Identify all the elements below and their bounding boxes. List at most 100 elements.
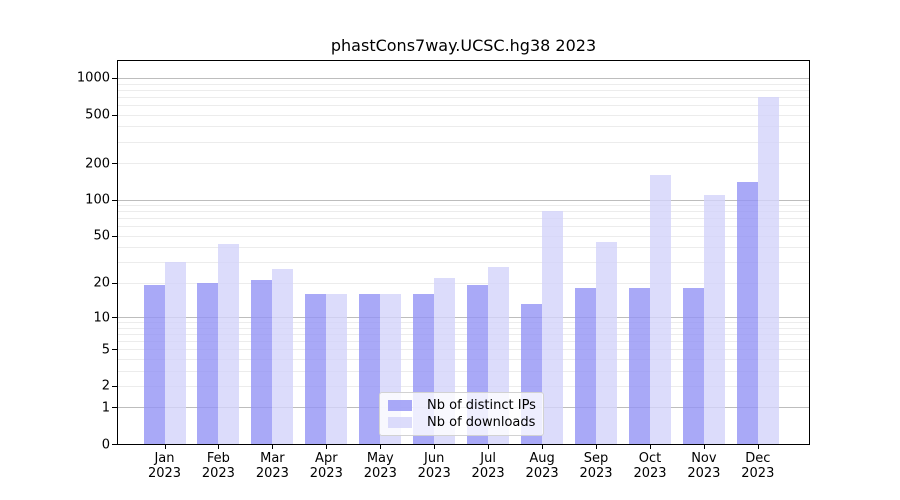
bar-distinct-ips-may <box>359 293 381 444</box>
x-tick-label: Aug 2023 <box>502 451 582 481</box>
bar-distinct-ips-feb <box>197 282 219 444</box>
gridline-minor <box>118 89 809 91</box>
bar-distinct-ips-mar <box>251 280 273 444</box>
chart-title: phastCons7way.UCSC.hg38 2023 <box>330 36 597 55</box>
x-tick-label: Feb 2023 <box>178 451 258 481</box>
gridline-minor <box>118 105 809 106</box>
x-tick-year: 2023 <box>471 466 505 481</box>
gridline-minor <box>118 349 809 351</box>
y-tick-label: 5 <box>101 342 110 358</box>
bar-downloads-apr <box>326 293 348 444</box>
legend-swatch-distinct-ips <box>388 400 412 411</box>
x-tick-label: Dec 2023 <box>718 451 798 481</box>
x-tick-year: 2023 <box>417 466 451 481</box>
gridline-minor <box>118 114 809 116</box>
legend-label-distinct-ips: Nb of distinct IPs <box>427 398 536 413</box>
gridline-minor <box>118 218 809 220</box>
x-tick-mark <box>757 445 759 449</box>
y-tick-mark <box>112 317 117 318</box>
x-tick-year: 2023 <box>309 466 343 481</box>
gridline-minor <box>118 282 809 284</box>
y-tick-label: 1 <box>101 400 110 416</box>
bar-distinct-ips-dec <box>736 181 758 444</box>
x-tick-month: Aug <box>529 451 555 466</box>
gridline-minor <box>118 211 809 213</box>
y-tick-label: 50 <box>93 228 110 244</box>
x-tick-mark <box>650 445 651 449</box>
x-tick-month: Sep <box>583 451 609 466</box>
x-tick-year: 2023 <box>687 466 721 481</box>
gridline-minor <box>118 205 809 206</box>
gridline-major <box>118 317 809 318</box>
x-tick-year: 2023 <box>741 466 775 481</box>
y-tick-mark <box>112 235 117 237</box>
x-tick-mark <box>488 445 490 449</box>
x-tick-month: May <box>366 451 394 466</box>
y-tick-mark <box>112 282 117 284</box>
x-tick-mark <box>434 445 436 449</box>
x-tick-month: Jun <box>424 451 445 466</box>
gridline-minor <box>118 141 809 143</box>
x-tick-month: Nov <box>691 451 717 466</box>
x-tick-year: 2023 <box>363 466 397 481</box>
bar-distinct-ips-nov <box>682 288 704 444</box>
x-tick-mark <box>272 445 274 449</box>
y-tick-label: 10 <box>93 310 110 325</box>
y-tick-mark <box>112 349 117 351</box>
x-tick-mark <box>703 445 705 449</box>
gridline-minor <box>118 83 809 85</box>
x-tick-month: Dec <box>745 451 771 466</box>
y-tick-label: 0 <box>101 437 110 452</box>
bar-downloads-nov <box>703 194 725 444</box>
x-tick-month: Mar <box>260 451 285 466</box>
x-tick-month: Feb <box>206 451 230 466</box>
gridline-minor <box>118 358 809 360</box>
gridline-minor <box>118 340 809 342</box>
y-tick-label: 20 <box>93 275 110 291</box>
bar-downloads-sep <box>596 242 617 444</box>
y-tick-mark <box>112 114 117 116</box>
bar-downloads-oct <box>650 174 671 444</box>
x-tick-year: 2023 <box>147 466 182 481</box>
y-tick-mark <box>112 385 117 387</box>
x-tick-label: May 2023 <box>340 451 420 481</box>
gridline-minor <box>118 322 809 323</box>
x-tick-year: 2023 <box>201 466 235 481</box>
x-tick-mark <box>326 445 328 449</box>
x-tick-year: 2023 <box>633 466 667 481</box>
gridline-minor <box>118 96 809 98</box>
gridline-minor <box>118 126 809 128</box>
gridline-minor <box>118 333 809 335</box>
bar-distinct-ips-jan <box>143 285 165 444</box>
x-tick-label: Sep 2023 <box>556 451 636 481</box>
x-tick-label: Apr 2023 <box>286 451 366 481</box>
y-tick-label: 100 <box>85 192 110 208</box>
x-tick-month: Oct <box>638 451 662 466</box>
bar-downloads-aug <box>542 211 564 444</box>
y-tick-mark <box>112 163 117 164</box>
legend-label-downloads: Nb of downloads <box>427 415 536 430</box>
y-tick-label: 500 <box>85 107 110 123</box>
y-tick-label: 1000 <box>76 70 110 86</box>
y-tick-mark <box>112 444 117 445</box>
gridline-minor <box>118 235 809 237</box>
x-tick-label: Mar 2023 <box>232 451 312 481</box>
x-tick-label: Nov 2023 <box>664 451 744 481</box>
legend-item-distinct-ips: Nb of distinct IPs <box>388 397 536 414</box>
x-tick-year: 2023 <box>579 466 613 481</box>
x-tick-mark <box>218 445 220 449</box>
gridline-minor <box>118 163 809 164</box>
bar-distinct-ips-sep <box>575 288 596 444</box>
legend-item-downloads: Nb of downloads <box>388 414 535 431</box>
y-tick-label: 200 <box>85 156 110 171</box>
bar-downloads-jan <box>164 262 186 444</box>
y-tick-mark <box>112 407 117 409</box>
x-tick-month: Jan <box>154 451 175 466</box>
x-tick-label: Jul 2023 <box>448 451 528 481</box>
x-tick-mark <box>542 445 544 449</box>
gridline-minor <box>118 370 809 372</box>
x-tick-year: 2023 <box>525 466 559 481</box>
gridline-minor <box>118 262 809 264</box>
bar-distinct-ips-oct <box>629 288 650 444</box>
